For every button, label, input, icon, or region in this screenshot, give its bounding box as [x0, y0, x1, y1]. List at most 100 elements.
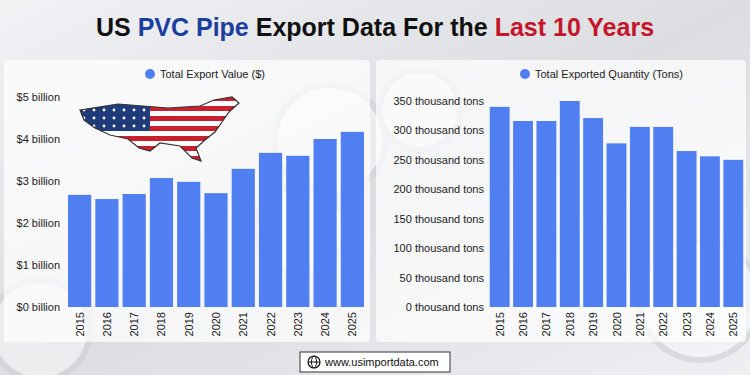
- tick-label: 200 thousand tons: [393, 183, 484, 195]
- category-label: 2018: [564, 312, 576, 336]
- panel: [376, 60, 746, 342]
- flag-star: [143, 109, 146, 112]
- tick-label: 100 thousand tons: [393, 242, 484, 254]
- category-label: 2024: [704, 312, 716, 336]
- bars: [490, 101, 743, 307]
- tick: [63, 139, 66, 140]
- footer-box: [300, 352, 450, 372]
- tick: [485, 159, 488, 160]
- bar: [583, 118, 603, 307]
- flag-star: [103, 125, 106, 128]
- flag-canton: [78, 96, 150, 131]
- category-label: 2021: [237, 312, 249, 336]
- tick-label: $4 billion: [17, 133, 60, 145]
- bar: [341, 132, 364, 307]
- category-label: 2015: [494, 312, 506, 336]
- title-part: PVC Pipe: [138, 13, 249, 41]
- flag-star: [143, 125, 146, 128]
- bar: [123, 194, 146, 307]
- bar: [204, 193, 227, 307]
- flag-star: [133, 117, 136, 120]
- flag-stripe: [78, 136, 243, 141]
- bar: [700, 156, 720, 307]
- bar: [677, 151, 697, 307]
- footer-text: www.usimportdata.com: [324, 356, 439, 368]
- flag-star: [123, 117, 126, 120]
- legend-label: Total Export Value ($): [160, 68, 265, 80]
- tick-label: 350 thousand tons: [393, 95, 484, 107]
- tick-label: $0 billion: [17, 301, 60, 313]
- flag-star: [93, 101, 96, 104]
- chart: Total Export Value ($) $0 billion $1 billi…: [17, 68, 364, 336]
- tick: [63, 223, 66, 224]
- flag-star: [123, 109, 126, 112]
- bar: [536, 121, 556, 307]
- flag-star: [133, 109, 136, 112]
- flag-star: [123, 101, 126, 104]
- tick-label: $5 billion: [17, 91, 60, 103]
- legend-swatch: [520, 69, 530, 79]
- tick: [485, 277, 488, 278]
- tick: [485, 189, 488, 190]
- flag-star: [113, 101, 116, 104]
- category-label: 2021: [634, 312, 646, 336]
- bar: [630, 127, 650, 307]
- flag-star: [133, 101, 136, 104]
- panel: [4, 60, 370, 342]
- bar: [513, 121, 533, 307]
- flag-star: [83, 125, 86, 128]
- tick: [63, 307, 66, 308]
- flag-star: [143, 117, 146, 120]
- category-label: 2018: [155, 312, 167, 336]
- tick-label: $1 billion: [17, 259, 60, 271]
- tick: [485, 307, 488, 308]
- category-label: 2020: [210, 312, 222, 336]
- canvas: US PVC Pipe Export Data For the Last 10 …: [0, 0, 750, 375]
- flag-star: [113, 109, 116, 112]
- bar: [490, 107, 510, 307]
- category-label: 2016: [517, 312, 529, 336]
- bar: [68, 195, 91, 307]
- bar: [723, 160, 743, 307]
- category-label: 2019: [183, 312, 195, 336]
- category-label: 2024: [319, 312, 331, 336]
- legend-swatch: [145, 69, 155, 79]
- flag-star: [123, 125, 126, 128]
- category-label: 2016: [101, 312, 113, 336]
- flag-stripe: [78, 156, 243, 161]
- flag-stripe: [78, 146, 243, 151]
- flag-stripe: [78, 101, 243, 106]
- category-label: 2017: [540, 312, 552, 336]
- category-label: 2023: [681, 312, 693, 336]
- title-part: Export Data For the: [249, 13, 495, 41]
- category-label: 2025: [727, 312, 739, 336]
- chart: Total Exported Quantity (Tons)0 thousand…: [393, 68, 743, 336]
- page: {"header": {"title_parts": ["US ", "PVC …: [0, 0, 750, 375]
- flag-star: [93, 109, 96, 112]
- tick: [485, 101, 488, 102]
- tick-label: 0 thousand tons: [406, 301, 485, 313]
- tick-label: 250 thousand tons: [393, 154, 484, 166]
- bar: [150, 178, 173, 307]
- flag-map: [78, 96, 243, 161]
- flag-star: [103, 109, 106, 112]
- bar: [653, 127, 673, 307]
- bar: [95, 199, 118, 307]
- bar: [232, 169, 255, 307]
- us-outline: [80, 97, 239, 161]
- title-part: Last 10 Years: [495, 13, 654, 41]
- background: [0, 0, 750, 375]
- tick-label: 150 thousand tons: [393, 213, 484, 225]
- tick: [63, 181, 66, 182]
- bar: [314, 139, 337, 307]
- flag-star: [113, 125, 116, 128]
- category-label: 2022: [265, 312, 277, 336]
- title-part: US: [96, 13, 138, 41]
- tick: [63, 97, 66, 98]
- tick: [485, 218, 488, 219]
- tick-label: $3 billion: [17, 175, 60, 187]
- flag-star: [113, 117, 116, 120]
- flag-star: [103, 117, 106, 120]
- category-label: 2019: [587, 312, 599, 336]
- flag-stripe: [78, 96, 243, 101]
